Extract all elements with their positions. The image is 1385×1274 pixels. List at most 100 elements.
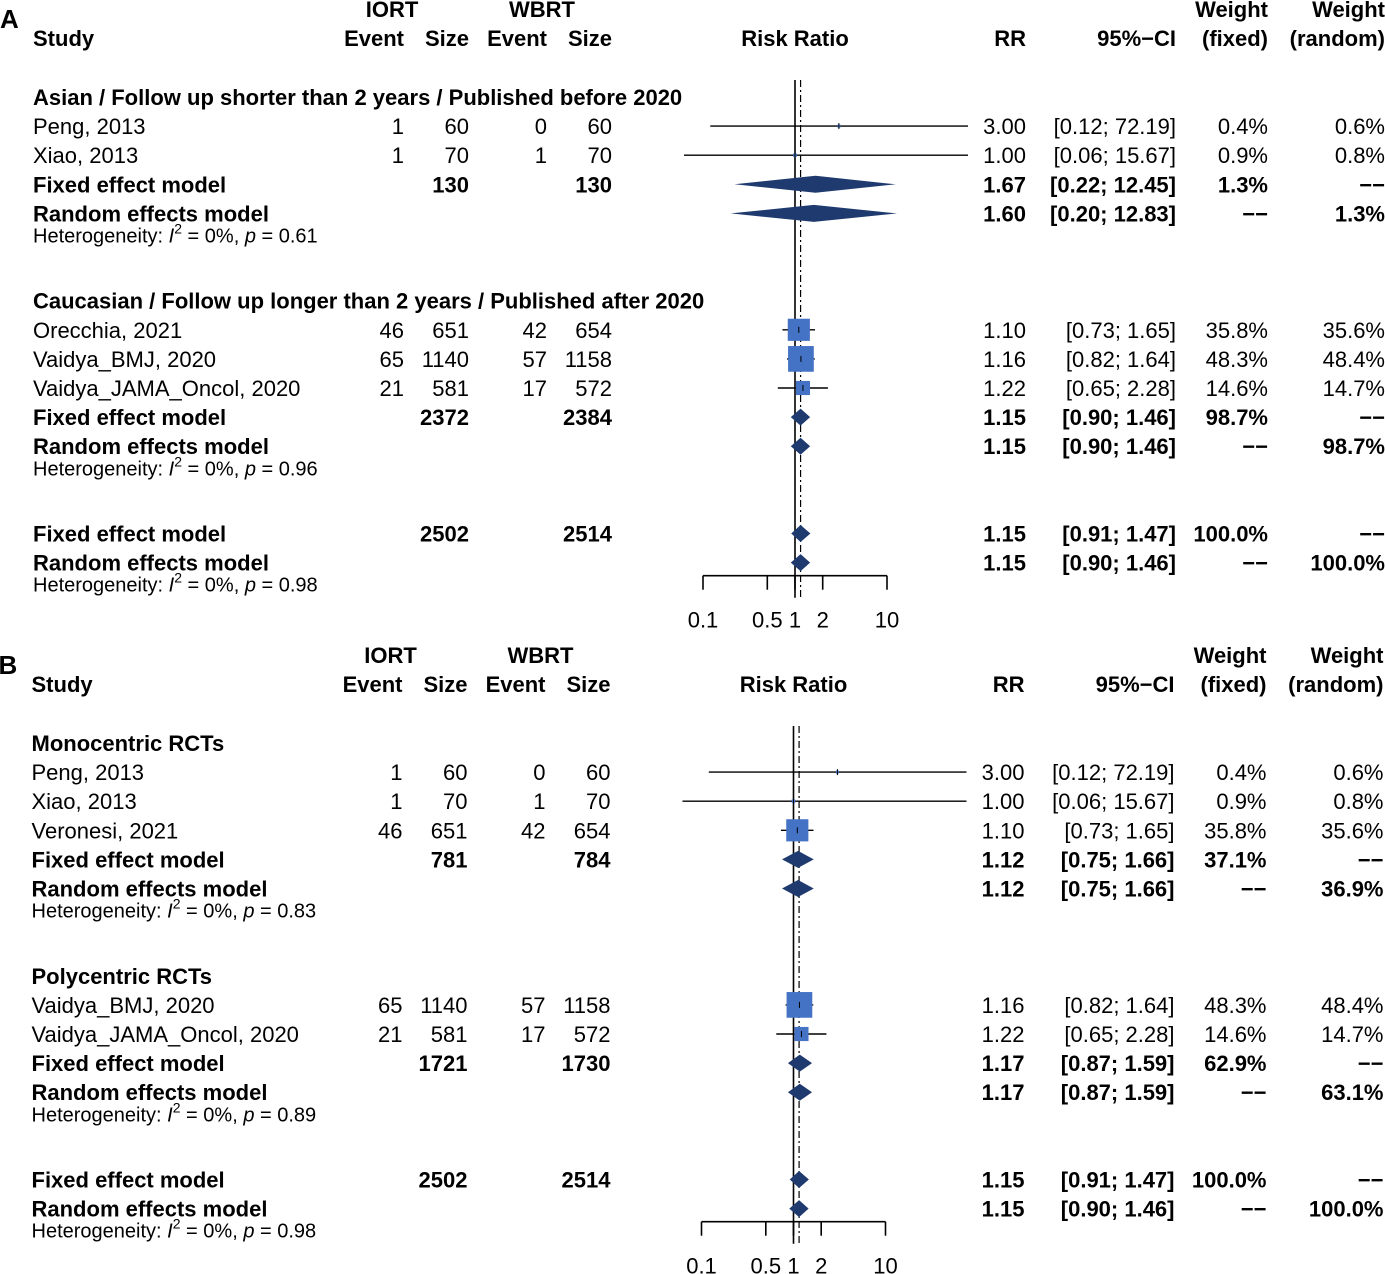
ci-value: [0.73; 1.65] — [1064, 818, 1174, 843]
rr-value: 3.00 — [983, 114, 1026, 139]
ci-value: [0.65; 2.28] — [1066, 376, 1176, 401]
event-wbrt: 57 — [521, 993, 545, 1018]
ci-value: [0.06; 15.67] — [1052, 789, 1174, 814]
rr-value: 1.67 — [983, 172, 1026, 197]
header-event-2: Event — [487, 26, 548, 51]
study-label: Vaidya_JAMA_Oncol, 2020 — [33, 376, 300, 401]
study-label: Vaidya_BMJ, 2020 — [33, 347, 216, 372]
weight-fixed: 0.9% — [1216, 789, 1266, 814]
weight-fixed: 37.1% — [1204, 847, 1266, 872]
header-ci: 95%−CI — [1097, 26, 1176, 51]
rr-value: 1.15 — [983, 522, 1026, 547]
header-size-2: Size — [568, 26, 612, 51]
event-wbrt: 1 — [533, 789, 545, 814]
event-iort: 46 — [380, 318, 404, 343]
weight-random: −− — [1358, 1168, 1384, 1193]
event-wbrt: 42 — [523, 318, 547, 343]
header-risk-ratio: Risk Ratio — [740, 672, 848, 697]
size-iort: 130 — [432, 172, 469, 197]
event-iort: 46 — [378, 818, 402, 843]
size-iort: 2372 — [420, 405, 469, 430]
header-size-1: Size — [425, 26, 469, 51]
weight-fixed: 1.3% — [1218, 172, 1268, 197]
size-wbrt: 1158 — [563, 993, 610, 1018]
fixed-effect-diamond — [790, 408, 811, 426]
size-wbrt: 784 — [574, 847, 611, 872]
event-iort: 1 — [390, 789, 402, 814]
size-iort: 60 — [445, 114, 469, 139]
size-wbrt: 1730 — [562, 1051, 611, 1076]
size-wbrt: 2514 — [562, 1168, 612, 1193]
rr-value: 1.16 — [982, 993, 1025, 1018]
ci-value: [0.90; 1.46] — [1061, 1197, 1175, 1222]
rr-value: 1.15 — [983, 551, 1026, 576]
random-effect-diamond — [790, 554, 811, 572]
ci-value: [0.90; 1.46] — [1062, 551, 1176, 576]
weight-random: 1.3% — [1335, 201, 1385, 226]
size-wbrt: 60 — [588, 114, 612, 139]
fixed-effect-diamond — [787, 1054, 813, 1072]
header-group1: IORT — [364, 643, 417, 668]
weight-random: 98.7% — [1323, 434, 1385, 459]
weight-fixed: 0.4% — [1216, 760, 1266, 785]
weight-random: 0.8% — [1333, 789, 1383, 814]
ci-value: [0.91; 1.47] — [1061, 1168, 1175, 1193]
size-wbrt: 2514 — [563, 522, 613, 547]
study-label: Veronesi, 2021 — [32, 818, 179, 843]
header-group2: WBRT — [508, 643, 575, 668]
heterogeneity-stat: Heterogeneity: I2 = 0%, p = 0.83 — [32, 896, 317, 923]
header-weight-fixed: Weight — [1194, 643, 1268, 668]
header-rr: RR — [993, 672, 1025, 697]
size-wbrt: 572 — [574, 1022, 611, 1047]
weight-fixed: 35.8% — [1206, 318, 1268, 343]
header-random: (random) — [1288, 672, 1383, 697]
x-tick-label: 0.5 — [752, 608, 783, 633]
ci-value: [0.90; 1.46] — [1062, 434, 1176, 459]
size-iort: 581 — [432, 376, 469, 401]
event-wbrt: 17 — [523, 376, 547, 401]
size-iort: 651 — [432, 318, 469, 343]
rr-value: 1.10 — [982, 818, 1025, 843]
weight-random: 35.6% — [1323, 318, 1385, 343]
event-wbrt: 0 — [535, 114, 547, 139]
x-tick-label: 2 — [817, 608, 829, 633]
x-tick-label: 0.1 — [688, 608, 719, 633]
rr-value: 1.15 — [982, 1168, 1025, 1193]
rr-value: 1.16 — [983, 347, 1026, 372]
weight-random: 0.8% — [1335, 143, 1385, 168]
model-label: Fixed effect model — [32, 1051, 225, 1076]
weight-random: 63.1% — [1321, 1080, 1383, 1105]
ci-value: [0.82; 1.64] — [1064, 993, 1174, 1018]
header-weight-random: Weight — [1311, 643, 1385, 668]
subgroup-label: Caucasian / Follow up longer than 2 year… — [33, 289, 704, 314]
weight-fixed: −− — [1242, 201, 1268, 226]
size-wbrt: 654 — [575, 318, 612, 343]
rr-value: 1.15 — [983, 434, 1026, 459]
weight-random: −− — [1359, 405, 1385, 430]
rr-value: 1.00 — [982, 789, 1025, 814]
ci-value: [0.65; 2.28] — [1064, 1022, 1174, 1047]
header-size-1: Size — [423, 672, 467, 697]
rr-value: 1.22 — [982, 1022, 1025, 1047]
study-label: Peng, 2013 — [32, 760, 145, 785]
weight-fixed: −− — [1242, 434, 1268, 459]
fixed-effect-diamond — [782, 850, 814, 868]
model-label: Fixed effect model — [32, 847, 225, 872]
weight-fixed: −− — [1241, 1197, 1267, 1222]
header-event-1: Event — [344, 26, 405, 51]
random-effect-diamond — [790, 437, 811, 455]
random-effect-diamond — [787, 1083, 813, 1101]
panel-label: B — [0, 650, 17, 680]
ci-value: [0.73; 1.65] — [1066, 318, 1176, 343]
size-iort: 70 — [445, 143, 469, 168]
weight-fixed: 35.8% — [1204, 818, 1266, 843]
event-wbrt: 57 — [523, 347, 547, 372]
ci-value: [0.75; 1.66] — [1061, 847, 1175, 872]
weight-fixed: −− — [1241, 1080, 1267, 1105]
size-iort: 1721 — [419, 1051, 468, 1076]
subgroup-label: Asian / Follow up shorter than 2 years /… — [33, 85, 682, 110]
ci-value: [0.75; 1.66] — [1061, 877, 1175, 902]
ci-value: [0.82; 1.64] — [1066, 347, 1176, 372]
weight-random: −− — [1359, 522, 1385, 547]
